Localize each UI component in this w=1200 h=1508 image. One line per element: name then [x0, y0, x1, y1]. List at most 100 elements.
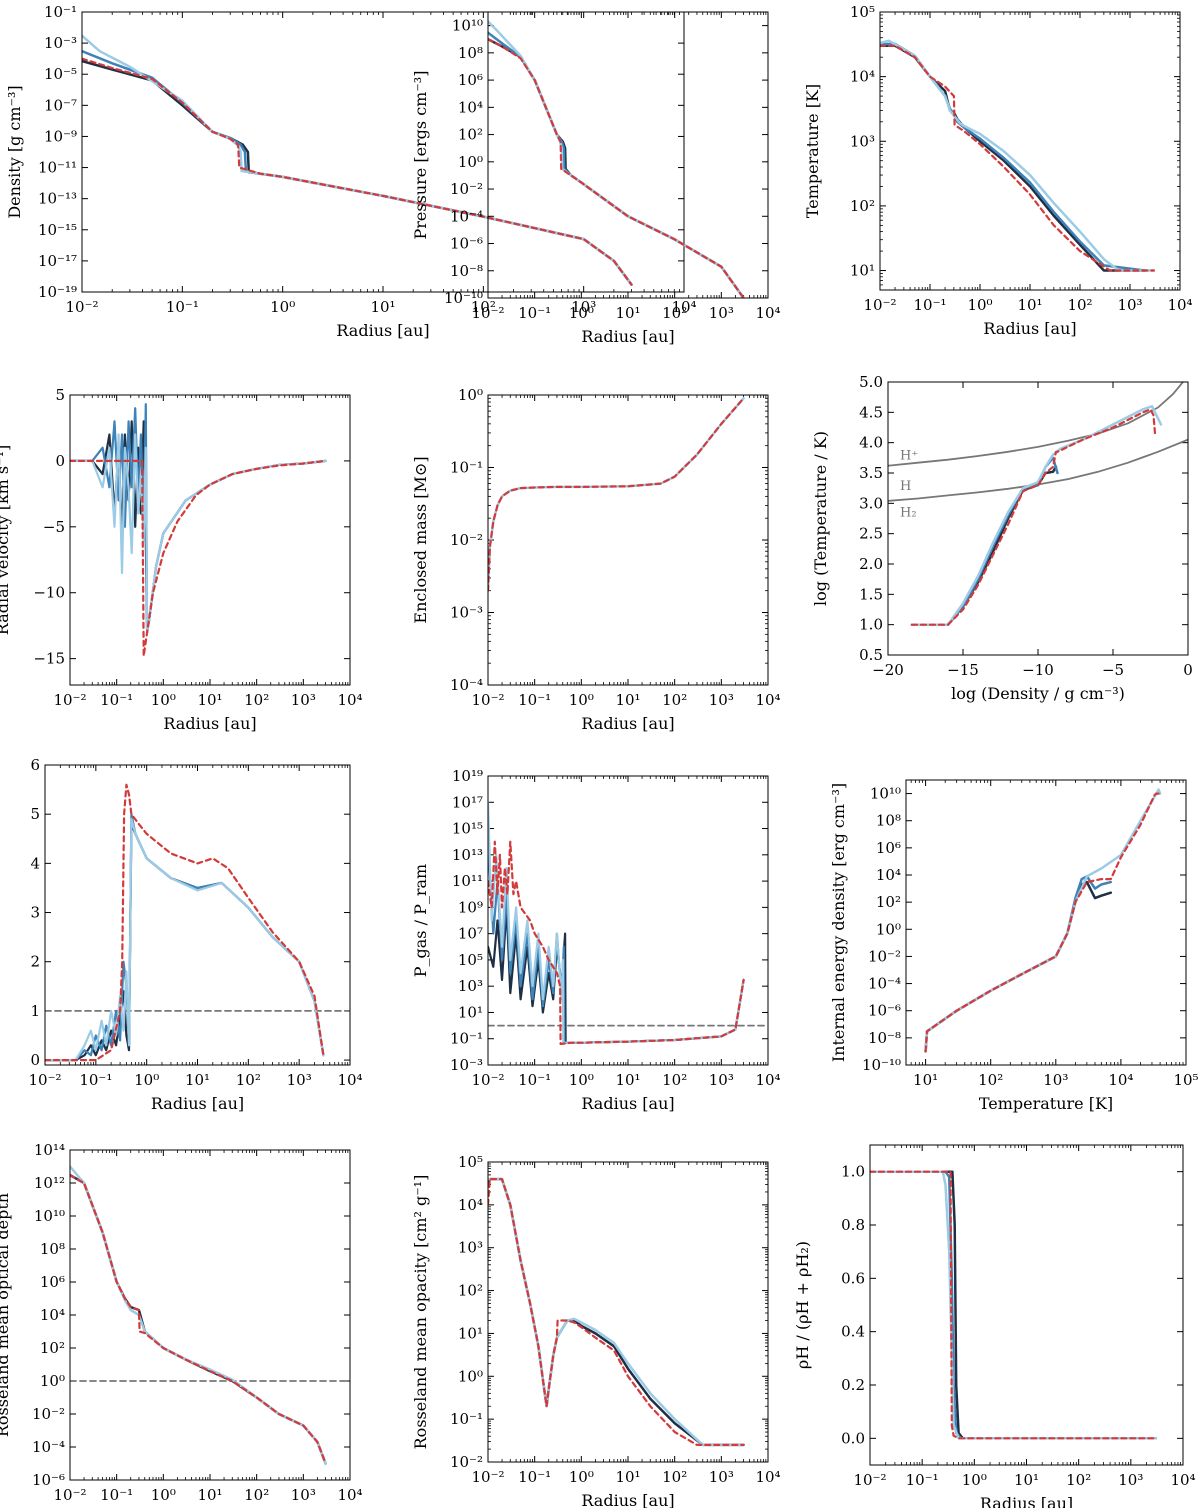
series-analytic-model: analytic model [70, 1173, 327, 1465]
plot-frame [44, 764, 351, 1066]
y-tick-label: 10⁻¹⁷ [38, 252, 77, 270]
x-tick-label: 10¹ [615, 1468, 640, 1486]
y-tick-label: 10¹ [850, 262, 875, 280]
y-tick-label: 10⁰ [40, 1372, 65, 1390]
x-tick-label: 10² [662, 304, 687, 322]
series-analytic-model: analytic model [924, 792, 1162, 1053]
x-tick-label: 10² [471, 298, 496, 316]
x-tick-label: 10² [236, 1071, 261, 1089]
chart-p13: 10⁻² 10⁻¹ 10⁰ 10¹ 10² 10³ 10⁴ 10⁵ 10⁴ 10³ 10² 10¹ si… [803, 3, 1193, 338]
x-tick-label: 10⁴ [755, 304, 780, 322]
series-h-h-boundary: H/H₂ boundary [888, 438, 1188, 502]
x-tick-label: 10¹ [913, 1071, 938, 1089]
y-tick-label: 10⁻¹ [450, 1410, 483, 1428]
series-simulation-dark: simulation (dark) [910, 465, 1058, 626]
y-tick-label: 10⁴ [40, 1306, 65, 1324]
y-axis-label: Density [g cm⁻³] [5, 85, 24, 218]
x-tick-label: 10⁻¹ [906, 1471, 939, 1489]
y-tick-label: 10⁻¹ [44, 3, 77, 21]
y-axis-label: Rosseland mean opacity [cm² g⁻¹] [411, 1175, 430, 1450]
y-tick-label: 10⁵ [458, 951, 483, 969]
y-tick-label: 10⁴ [876, 866, 901, 884]
y-tick-label: 10¹ [458, 1324, 483, 1342]
x-tick-label: 10¹ [370, 298, 395, 316]
y-tick-label: 10¹¹ [452, 872, 483, 890]
y-tick-label: 10² [458, 1282, 483, 1300]
series-group: reference (Mach 1)simulation (dark)simul… [45, 783, 350, 1062]
y-tick-label: 10⁵ [458, 1153, 483, 1171]
y-tick-label: 4.5 [859, 403, 883, 421]
chart-p11: 10⁻² 10⁻¹ 10⁰ 10¹ 10² 10³ 10⁴ 10⁻¹ 10⁻³ 10⁻⁵ 10⁻⁷ 1… [5, 3, 697, 340]
series-analytic-model: analytic model [82, 57, 633, 286]
y-tick-label: 5.0 [859, 373, 883, 391]
y-tick-label: 2.0 [859, 555, 883, 573]
x-tick-label: 10⁰ [151, 1486, 176, 1504]
y-tick-label: 10⁻¹ [450, 1030, 483, 1048]
series-h-h-boundary: H⁺/H boundary [888, 382, 1185, 467]
y-tick-label: 10⁴ [458, 1196, 483, 1214]
y-tick-label: 0 [30, 1051, 40, 1069]
y-axis-label: Rosseland mean optical depth [0, 1193, 12, 1437]
x-tick-label: 10⁰ [967, 296, 992, 314]
y-tick-label: 10¹⁵ [452, 820, 483, 838]
y-tick-label: −10 [33, 584, 65, 602]
chart-p22: 10⁻² 10⁻¹ 10⁰ 10¹ 10² 10³ 10⁴ 10⁰ 10⁻¹ 10⁻² 10⁻³ 10… [411, 386, 781, 733]
y-tick-label: 10¹⁰ [452, 17, 483, 35]
y-tick-label: 10⁰ [876, 920, 901, 938]
y-tick-label: 3.5 [859, 464, 883, 482]
x-tick-label: 10² [1066, 1471, 1091, 1489]
y-tick-label: 10⁻⁴ [32, 1438, 65, 1456]
series-group: simulation (dark)simulation (mid)simulat… [82, 34, 633, 286]
y-tick-label: 4.0 [859, 434, 883, 452]
y-tick-label: 10⁶ [40, 1273, 65, 1291]
x-tick-label: 10⁴ [1170, 1471, 1195, 1489]
y-tick-label: 1.5 [859, 585, 883, 603]
y-tick-label: 10⁰ [458, 153, 483, 171]
series-simulation-light: simulation (light) [924, 788, 1162, 1053]
chart-p42: 10⁻² 10⁻¹ 10⁰ 10¹ 10² 10³ 10⁴ 10⁵ 10⁴ 10³ 10² 10¹ 10… [411, 1153, 781, 1508]
plot-frame [887, 381, 1189, 656]
series-simulation-mid: simulation (mid) [488, 840, 745, 1044]
y-tick-label: 10⁸ [458, 44, 483, 62]
y-tick-label: 5 [30, 805, 40, 823]
x-tick-label: 10⁰ [962, 1471, 987, 1489]
series-group: simulation (dark)simulation (mid)simulat… [880, 39, 1156, 272]
y-tick-label: 10² [40, 1339, 65, 1357]
x-tick-label: 10⁴ [1108, 1071, 1133, 1089]
x-tick-label: 10¹ [185, 1071, 210, 1089]
plot-frame [879, 11, 1181, 291]
region-label: H [900, 479, 911, 494]
x-tick-label: 10⁻¹ [518, 691, 551, 709]
x-axis-label: log (Density / g cm⁻³) [951, 684, 1125, 703]
plot-frame [487, 394, 769, 686]
x-axis-label: Radius [au] [983, 319, 1076, 338]
series-simulation-light: simulation (light) [870, 1170, 1157, 1440]
y-tick-label: −15 [33, 650, 65, 668]
y-tick-label: 10⁵ [850, 3, 875, 21]
series-simulation-light: simulation (light) [488, 801, 745, 1044]
y-tick-label: 10⁻⁴ [450, 676, 483, 694]
series-analytic-model: analytic model [45, 783, 325, 1062]
x-tick-label: 10⁻¹ [100, 1486, 133, 1504]
y-axis-label: ρH / (ρH + ρH₂) [793, 1241, 812, 1369]
series-simulation-dark: simulation (dark) [488, 37, 745, 298]
plot-frame [69, 1149, 351, 1481]
y-tick-label: 10⁶ [876, 839, 901, 857]
chart-p33: 10¹ 10² 10³ 10⁴ 10⁵ 10¹⁰ 10⁸ 10⁶ 10⁴ 10² 10⁰ 10⁻² 10… [829, 779, 1199, 1113]
y-tick-label: 0.2 [841, 1376, 865, 1394]
y-tick-label: 10¹⁴ [34, 1141, 65, 1159]
y-tick-label: 2 [30, 953, 40, 971]
x-tick-label: 10⁰ [569, 1468, 594, 1486]
plot-frame [487, 11, 769, 299]
y-tick-label: 4 [30, 854, 40, 872]
y-tick-label: −5 [43, 518, 65, 536]
series-analytic-model: analytic model [488, 840, 745, 1046]
x-axis-label: Radius [au] [151, 1094, 244, 1113]
series-simulation-mid: simulation (mid) [924, 875, 1113, 1053]
x-tick-label: −5 [1102, 661, 1124, 679]
series-simulation-dark: simulation (dark) [70, 1173, 327, 1465]
y-tick-label: 10⁻⁷ [44, 96, 77, 114]
y-tick-label: 10² [458, 126, 483, 144]
region-label: H⁺ [900, 449, 918, 464]
series-group: H⁺/H boundaryH/H₂ boundarysimulation (da… [888, 382, 1188, 626]
